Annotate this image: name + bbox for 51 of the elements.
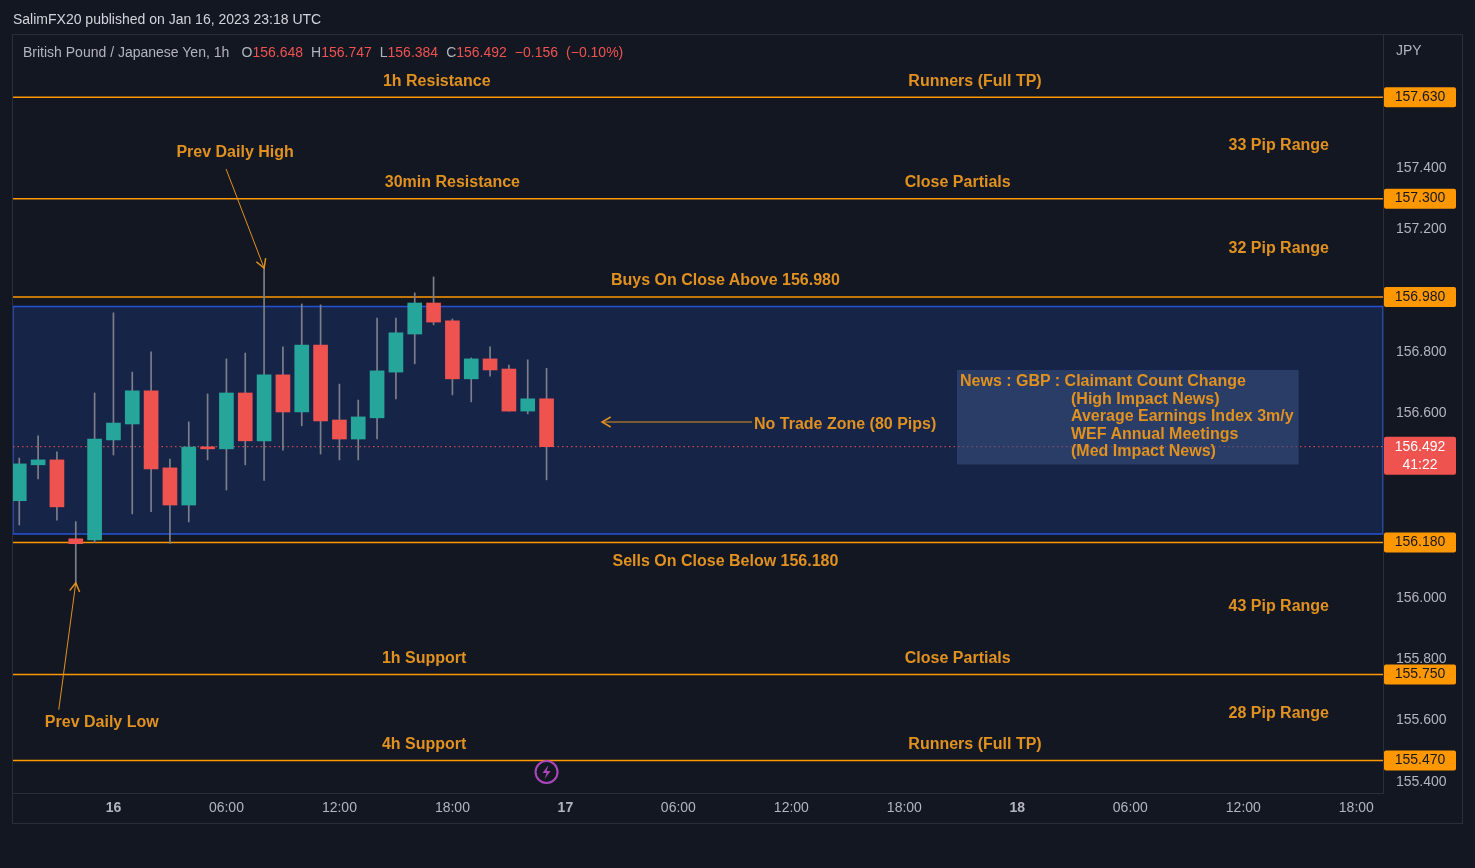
ref-line-label: 156.980 xyxy=(1394,287,1446,304)
x-tick-label: 18:00 xyxy=(434,799,471,816)
annotation: Close Partials xyxy=(904,173,1011,191)
y-tick-label: 155.800 xyxy=(1396,650,1447,666)
annotation: Close Partials xyxy=(904,648,1011,666)
x-tick-label: 18:00 xyxy=(886,799,923,816)
x-tick-label: 18:00 xyxy=(1338,799,1375,816)
annotation: Buys On Close Above 156.980 xyxy=(611,271,840,289)
x-tick-label: 18 xyxy=(1009,799,1026,816)
x-tick-label: 12:00 xyxy=(321,799,358,816)
annotation: 4h Support xyxy=(381,734,468,752)
x-tick-label: 17 xyxy=(557,799,574,816)
x-tick-label: 06:00 xyxy=(660,799,697,816)
ref-line-label: 157.300 xyxy=(1394,189,1446,206)
annotation: No Trade Zone (80 Pips) xyxy=(754,415,937,433)
annotation: 1h Support xyxy=(381,648,468,666)
y-tick-label: 156.800 xyxy=(1396,343,1447,359)
y-tick-label: 156.000 xyxy=(1396,588,1447,605)
annotation: Runners (Full TP) xyxy=(908,734,1042,752)
text: O156.648 H156.747 L156.384 C156.492 −0.156 (−0.10%) xyxy=(241,43,624,60)
x-tick-label: 16 xyxy=(105,799,122,816)
x-tick-label: 06:00 xyxy=(208,799,245,816)
candlestick xyxy=(124,371,140,515)
annotation: Runners (Full TP) xyxy=(908,71,1042,89)
annotation: 30min Resistance xyxy=(384,173,521,191)
y-axis-title: JPY xyxy=(1396,41,1423,58)
ref-line-label: 156.492 41:22 xyxy=(1394,437,1446,472)
annotation: 43 Pip Range xyxy=(1228,597,1330,615)
y-tick-label: 156.600 xyxy=(1396,404,1447,421)
x-tick-label: 12:00 xyxy=(773,799,810,816)
text: SalimFX20 published on Jan 16, 2023 23:18 UTC xyxy=(13,10,322,28)
annotation: Prev Daily Low xyxy=(44,713,160,731)
ref-line-label: 155.470 xyxy=(1394,751,1446,768)
ref-line-label: 156.180 xyxy=(1394,533,1446,550)
y-tick-label: 157.400 xyxy=(1396,158,1447,175)
annotation: Sells On Close Below 156.180 xyxy=(612,551,839,569)
annotation: 1h Resistance xyxy=(382,71,491,89)
ref-line-label: 157.630 xyxy=(1394,88,1446,105)
x-tick-label: 12:00 xyxy=(1225,799,1262,816)
ref-line-label: 155.750 xyxy=(1394,665,1446,682)
x-tick-label: 06:00 xyxy=(1112,799,1149,816)
y-tick-label: 157.200 xyxy=(1396,220,1447,237)
annotation: 33 Pip Range xyxy=(1228,136,1330,154)
y-tick-label: 155.400 xyxy=(1396,772,1447,789)
candlestick xyxy=(520,359,536,415)
annotation: 28 Pip Range xyxy=(1228,704,1330,722)
annotation: 32 Pip Range xyxy=(1228,239,1330,257)
annotation: News : GBP : Claimant Count Change (High Impact News) Average Earnings Index 3m/y WEF Annual Meetings (Med Impact News) xyxy=(960,372,1294,460)
annotation: Prev Daily High xyxy=(176,143,294,161)
y-tick-label: 155.600 xyxy=(1396,711,1447,728)
text: British Pound / Japanese Yen, 1h xyxy=(23,43,230,60)
